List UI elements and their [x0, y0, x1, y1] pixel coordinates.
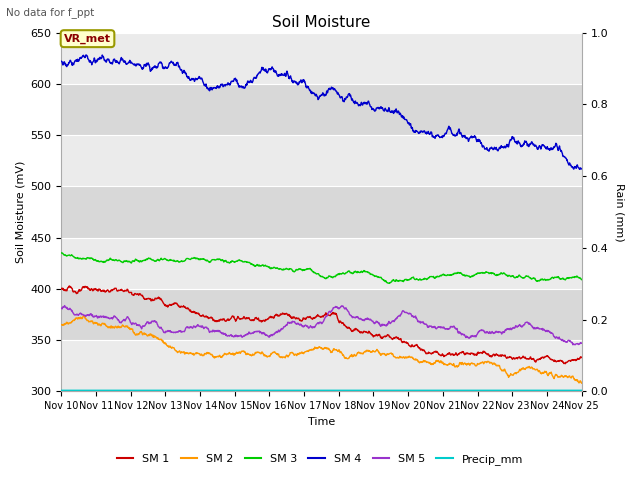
Text: No data for f_ppt: No data for f_ppt [6, 7, 95, 18]
Y-axis label: Rain (mm): Rain (mm) [615, 182, 625, 241]
Y-axis label: Soil Moisture (mV): Soil Moisture (mV) [15, 161, 25, 263]
Bar [61, 135, 582, 186]
Bar [61, 238, 582, 289]
Legend: SM 1, SM 2, SM 3, SM 4, SM 5, Precip_mm: SM 1, SM 2, SM 3, SM 4, SM 5, Precip_mm [112, 450, 528, 469]
Bar [61, 33, 582, 84]
Bar [61, 289, 582, 340]
Title: Soil Moisture: Soil Moisture [272, 15, 371, 30]
X-axis label: Time: Time [308, 417, 335, 427]
Bar [61, 84, 582, 135]
Bar [61, 186, 582, 238]
Bar [61, 340, 582, 391]
Text: VR_met: VR_met [64, 34, 111, 44]
